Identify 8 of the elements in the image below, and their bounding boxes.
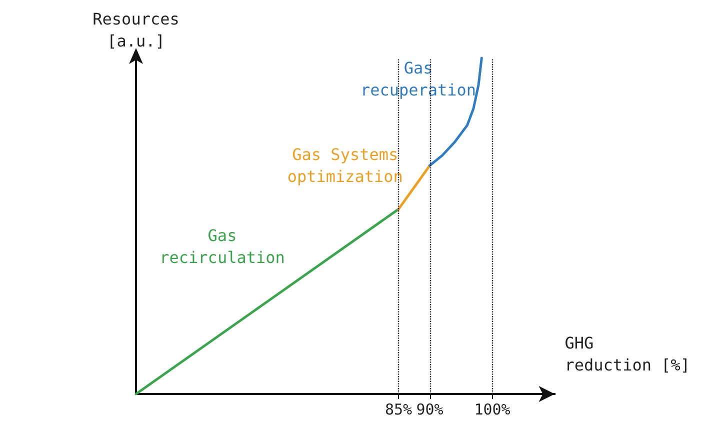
y-axis-title: Resources [a.u.] <box>92 10 180 50</box>
x-tick-label: 100% <box>474 400 510 418</box>
x-axis-title: GHG reduction [%] <box>564 334 690 374</box>
series-label: Gas recirculation <box>160 226 285 268</box>
series-label: Gas recuperation <box>360 58 476 100</box>
x-tick-label: 85% <box>384 400 412 418</box>
series-label: Gas Systems optimization <box>287 144 403 186</box>
x-tick-label: 90% <box>416 400 444 418</box>
